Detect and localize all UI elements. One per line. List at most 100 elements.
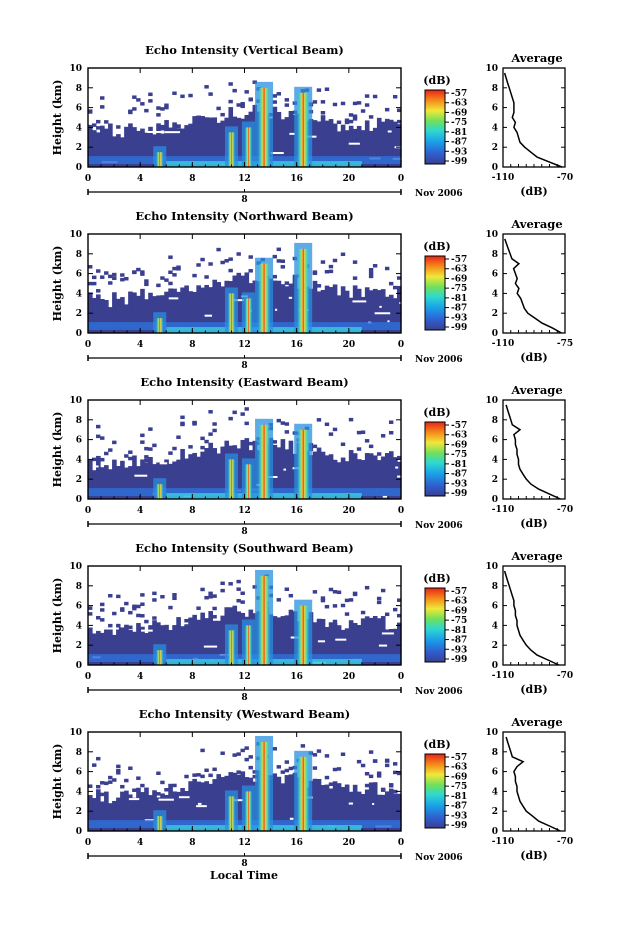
low-echo-column — [212, 279, 218, 333]
low-echo-column — [316, 778, 322, 831]
low-echo-column — [200, 451, 205, 499]
echo-speckle — [140, 593, 145, 597]
echo-speckle — [172, 91, 177, 96]
echo-speckle — [332, 427, 338, 432]
average-y-tick-label: 8 — [492, 250, 498, 260]
echo-speckle — [184, 774, 189, 779]
colorbar — [424, 753, 446, 829]
low-echo-column — [148, 292, 153, 333]
echo-speckle — [96, 269, 101, 273]
low-echo-column — [288, 110, 294, 167]
low-echo-column — [396, 461, 402, 499]
echo-speckle — [332, 619, 338, 624]
low-echo-column — [388, 788, 394, 831]
echo-speckle — [156, 283, 161, 288]
low-echo-column — [104, 627, 109, 665]
echo-speckle — [176, 435, 181, 439]
echo-speckle — [244, 757, 249, 762]
echo-speckle — [356, 101, 362, 105]
x-tick-label: 12 — [238, 838, 251, 848]
low-echo-column — [384, 791, 390, 831]
low-echo-column — [144, 462, 149, 499]
average-x-tick-label: -70 — [557, 173, 573, 183]
echo-speckle — [108, 448, 113, 452]
date-label: Nov 2006 — [415, 853, 463, 863]
low-echo-column — [380, 616, 386, 665]
low-echo-column — [380, 121, 386, 167]
echo-speckle — [168, 255, 173, 259]
low-echo-column — [132, 797, 137, 831]
low-echo-column — [320, 289, 326, 333]
echo-speckle — [236, 598, 241, 603]
low-echo-column — [212, 448, 218, 499]
low-echo-column — [216, 774, 222, 831]
echo-speckle — [364, 103, 370, 107]
echo-speckle — [384, 266, 390, 271]
echo-speckle — [148, 447, 153, 451]
echo-speckle — [364, 94, 370, 98]
x-tick-label: 12 — [238, 506, 251, 516]
colorbar-tick-label: -81 — [451, 460, 467, 470]
average-y-tick-label: 10 — [485, 562, 498, 572]
colorbar-tick-label: -87 — [451, 802, 467, 812]
low-echo-column — [276, 447, 282, 499]
x-tick-label: 16 — [290, 340, 303, 350]
low-echo-column — [384, 453, 390, 499]
echo-speckle — [340, 603, 346, 608]
echo-speckle — [92, 763, 97, 767]
low-echo-column — [216, 282, 222, 333]
low-echo-column — [284, 449, 290, 499]
colorbar-unit: (dB) — [423, 738, 450, 751]
low-echo-column — [208, 117, 213, 167]
echo-speckle — [128, 109, 133, 114]
echo-gap — [387, 320, 390, 323]
low-echo-column — [280, 783, 286, 831]
echo-speckle — [324, 604, 330, 609]
echo-speckle — [316, 749, 322, 753]
low-echo-column — [104, 465, 109, 499]
low-echo-column — [108, 123, 113, 167]
low-echo-column — [92, 297, 97, 333]
echo-gap — [134, 474, 148, 477]
echo-speckle — [100, 602, 105, 607]
average-y-tick-label: 4 — [492, 289, 498, 299]
low-echo-column — [272, 280, 278, 333]
echo-speckle — [324, 775, 330, 780]
date-day-label: 8 — [241, 195, 247, 205]
colorbar-tick-label: -93 — [451, 479, 467, 489]
colorbar — [424, 421, 446, 497]
echo-gap — [374, 312, 391, 315]
convective-cell — [297, 92, 310, 167]
low-echo-column — [196, 115, 201, 167]
average-y-tick-label: 4 — [492, 787, 498, 797]
echo-speckle — [396, 771, 402, 776]
average-y-tick-label: 0 — [492, 495, 498, 505]
echo-speckle — [280, 259, 286, 263]
low-echo-column — [188, 123, 193, 167]
low-echo-column — [188, 617, 193, 665]
low-echo-column — [376, 460, 382, 499]
convective-cell — [227, 796, 235, 831]
echo-speckle — [340, 752, 346, 757]
low-echo-column — [204, 117, 209, 167]
echo-speckle — [348, 417, 354, 422]
low-echo-column — [336, 462, 342, 499]
date-label: Nov 2006 — [415, 189, 463, 199]
convective-cell — [227, 630, 235, 665]
echo-speckle — [384, 758, 390, 763]
echo-speckle — [236, 103, 241, 107]
echo-speckle — [108, 780, 113, 784]
echo-speckle — [284, 430, 290, 434]
low-echo-column — [176, 459, 181, 499]
x-tick-label: 12 — [238, 672, 251, 682]
convective-cell — [297, 429, 310, 499]
low-echo-column — [120, 627, 125, 665]
echo-gap — [197, 802, 202, 805]
low-echo-column — [208, 287, 213, 333]
echo-speckle — [96, 289, 101, 293]
echo-speckle — [284, 103, 290, 107]
echo-speckle — [248, 97, 253, 102]
echo-speckle — [352, 114, 358, 118]
echo-speckle — [208, 595, 213, 599]
low-echo-column — [360, 296, 366, 333]
